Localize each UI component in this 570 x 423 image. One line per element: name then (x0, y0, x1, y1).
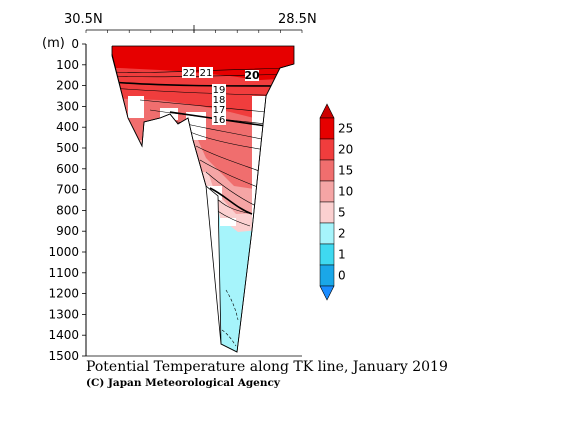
colorbar-label: 15 (338, 164, 353, 178)
y-tick-label: 200 (56, 79, 79, 93)
contour-line-9 (205, 171, 257, 207)
colorbar-swatch (319, 159, 335, 182)
contour-label-bg (212, 114, 226, 125)
colorbar-label: 10 (338, 185, 353, 199)
contour-line-6 (189, 131, 267, 151)
contour-line-11 (215, 209, 251, 227)
contour-line-5 (169, 119, 267, 141)
contour-label: 22 (183, 68, 196, 79)
contour-label: 19 (213, 85, 226, 96)
colorbar-swatch (319, 138, 335, 161)
colorbar-top-arrow (319, 103, 335, 119)
colorbar-label: 25 (338, 122, 353, 136)
y-tick-label: 1100 (48, 266, 79, 280)
colorbar-label: 1 (338, 248, 346, 262)
bottom-profile (111, 53, 295, 353)
colorbar-swatch (319, 243, 335, 266)
y-tick-label: 300 (56, 99, 79, 113)
colorbar-label: 5 (338, 206, 346, 220)
colorbar-swatch (319, 201, 335, 224)
contour-line-3 (139, 99, 267, 113)
x-tick-label-right: 28.5N (278, 12, 317, 27)
contour-dashed-0 (225, 289, 239, 321)
y-tick-label: 500 (56, 141, 79, 155)
contour-label: 17 (213, 105, 226, 116)
y-tick-label: 1500 (48, 349, 79, 363)
y-tick-label: 0 (71, 37, 79, 51)
contour-label: 18 (213, 95, 226, 106)
y-tick-label: 900 (56, 224, 79, 238)
y-unit-label: (m) (42, 36, 65, 51)
y-tick-label: 800 (56, 203, 79, 217)
contour-label-bg (199, 67, 213, 78)
contour-dashed-1 (221, 329, 237, 347)
colorbar-label: 2 (338, 227, 346, 241)
y-tick-label: 600 (56, 162, 79, 176)
data-gap-0 (128, 96, 144, 118)
y-tick-label: 700 (56, 183, 79, 197)
data-gap-5 (220, 218, 236, 226)
y-tick-label: 100 (56, 58, 79, 72)
contour-label: 16 (213, 115, 226, 126)
colorbar-swatch (319, 117, 335, 140)
y-tick-label: 400 (56, 120, 79, 134)
contour-label-bg (182, 67, 196, 78)
contour-label-bg (212, 104, 226, 115)
colorbar-bottom-arrow (319, 285, 335, 301)
y-tick-label: 1300 (48, 307, 79, 321)
contour-label-bg (212, 94, 226, 105)
contour-label: 21 (200, 68, 213, 79)
y-tick-label: 1200 (48, 287, 79, 301)
colorbar-swatch (319, 222, 335, 245)
colorbar-swatch (319, 264, 335, 287)
contour-line-20 (112, 81, 294, 87)
x-tick-label-left: 30.5N (64, 12, 103, 27)
y-tick-label: 1400 (48, 328, 79, 342)
contour-line-8 (199, 159, 261, 189)
colorbar-label: 20 (338, 143, 353, 157)
credit-text: (C) Japan Meteorological Agency (86, 377, 280, 389)
y-tick-label: 1000 (48, 245, 79, 259)
contour-line-10 (209, 187, 253, 215)
contour-label-bg (212, 84, 226, 95)
chart-title: Potential Temperature along TK line, Jan… (86, 359, 448, 375)
colorbar-label: 0 (338, 269, 346, 283)
contour-label-bg (245, 70, 259, 81)
y-axis: 0 100 200 300 400 500 600 700 800 900 1000 1100 1200… (48, 37, 86, 363)
colorbar-swatch (319, 180, 335, 203)
contour-label: 20 (244, 69, 260, 82)
contour-line-7 (195, 145, 263, 173)
